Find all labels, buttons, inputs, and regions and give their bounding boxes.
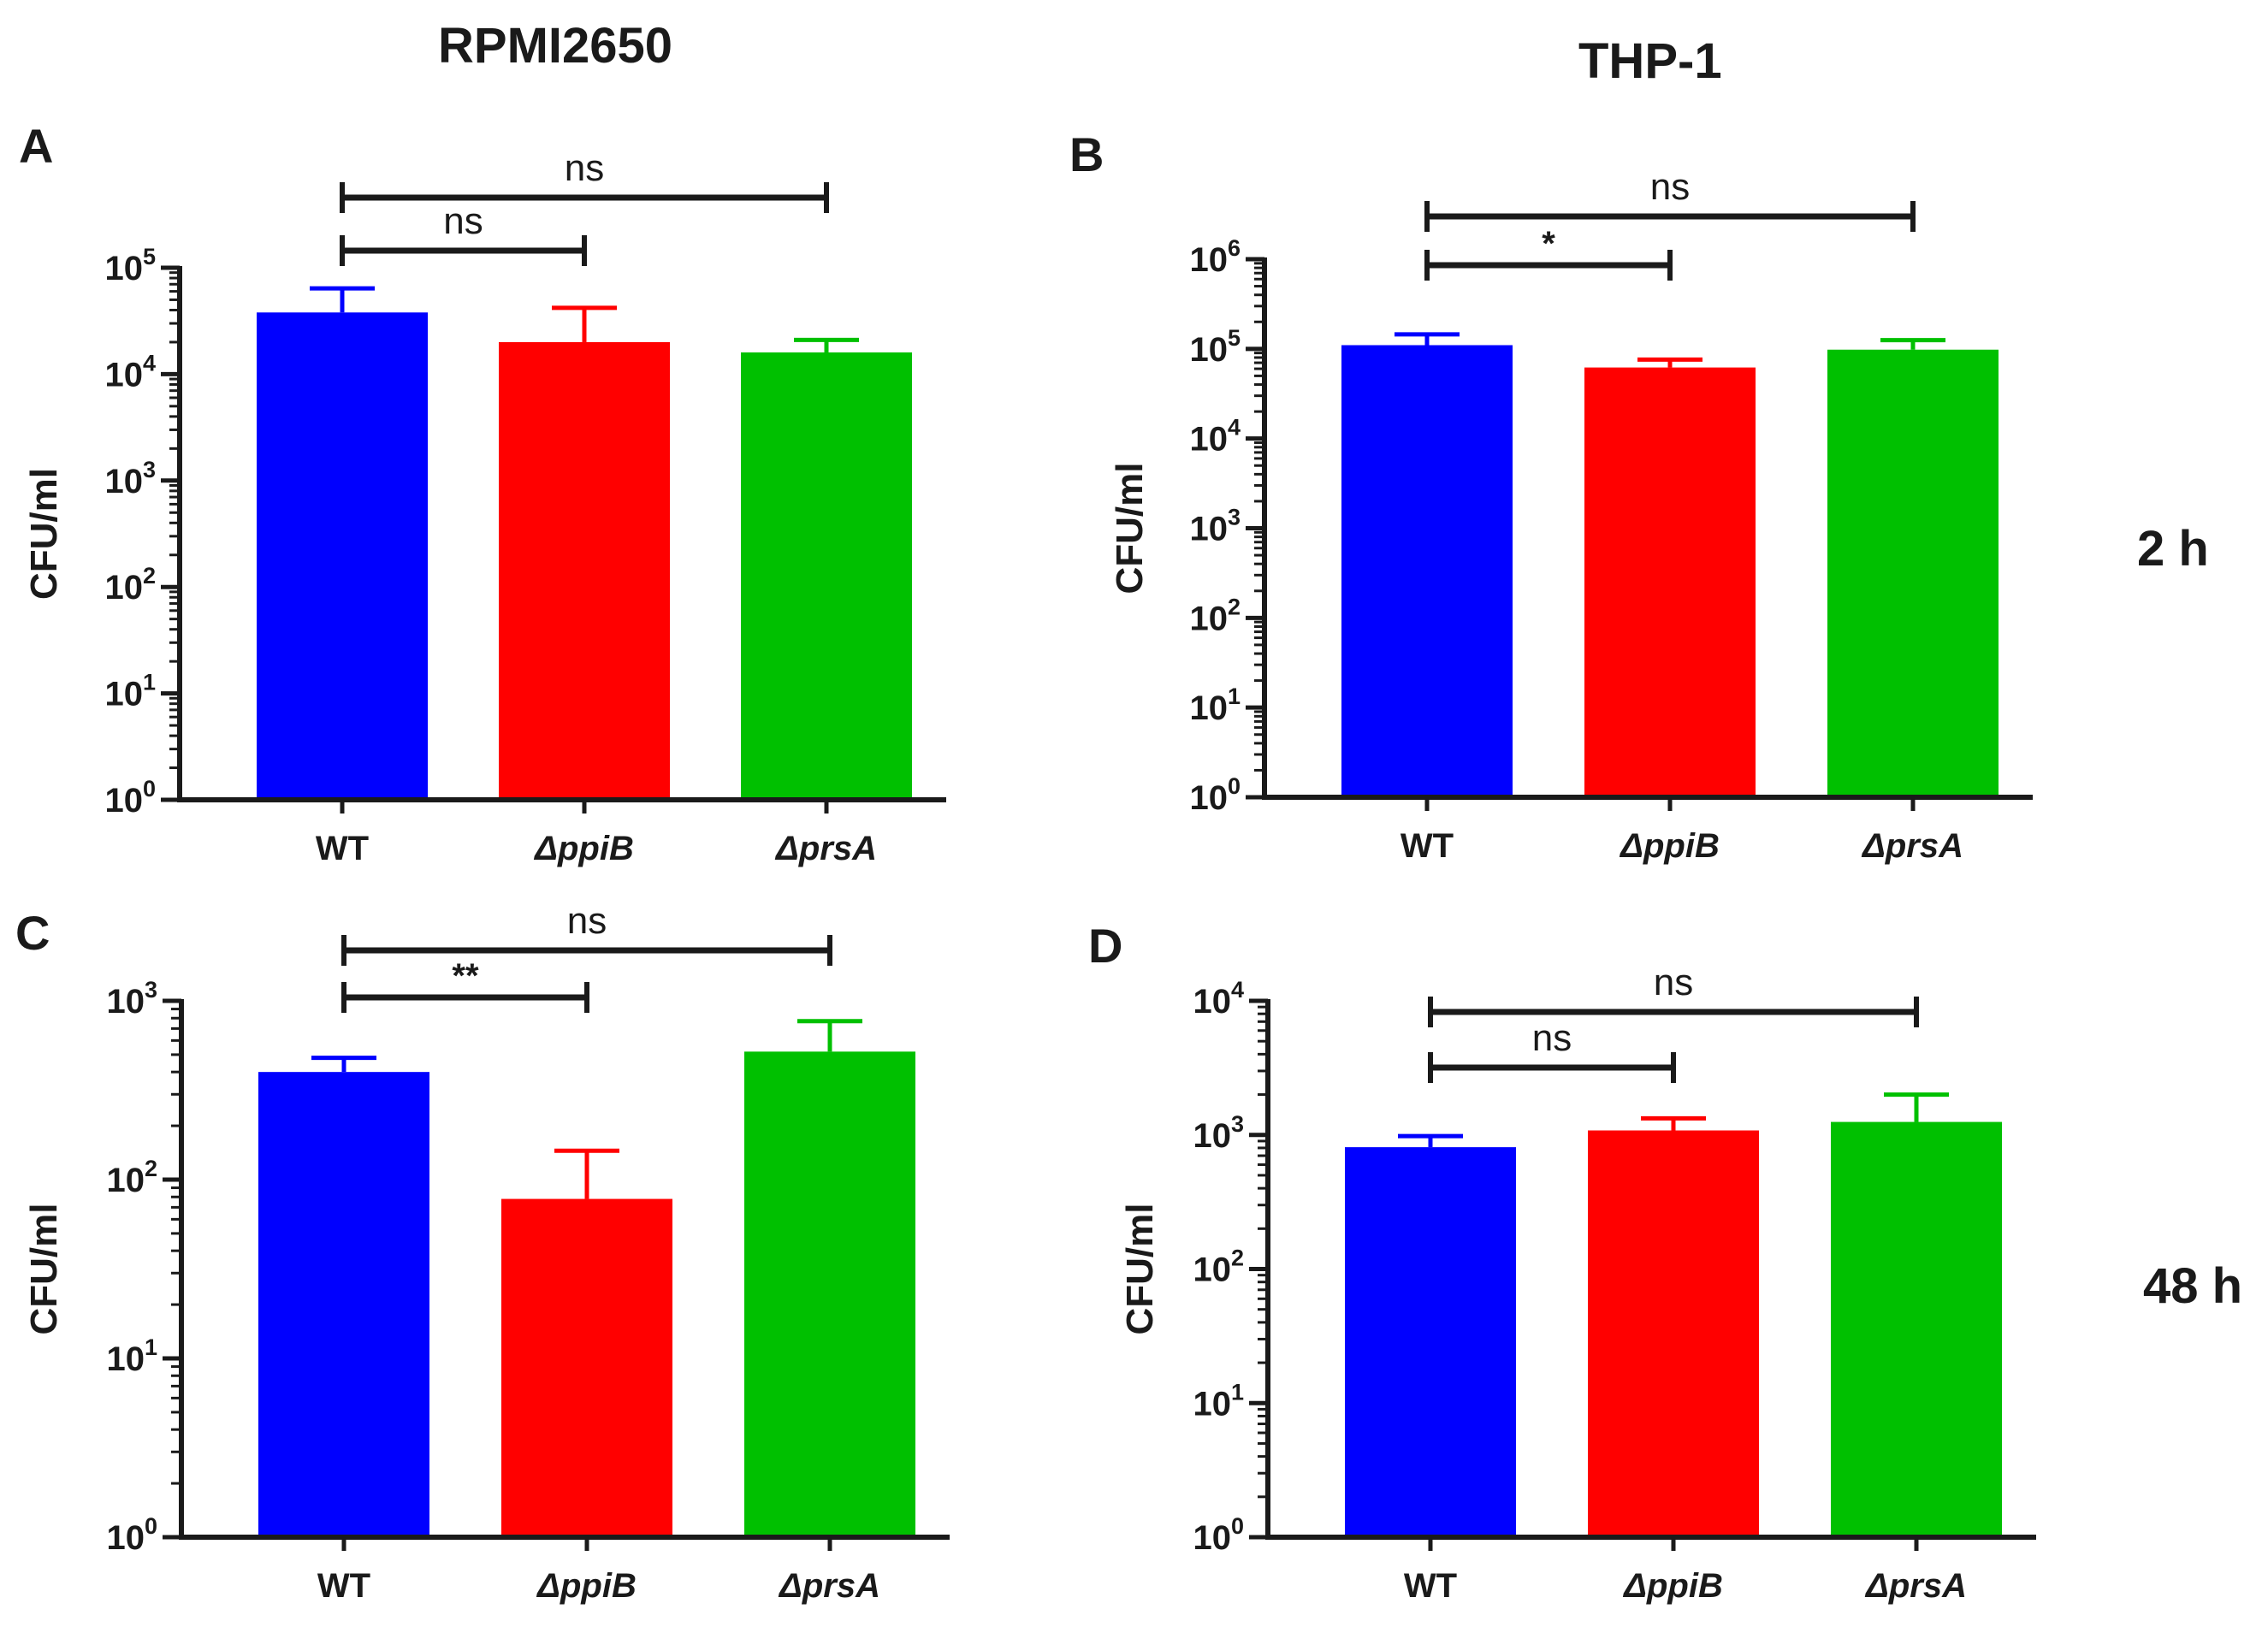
y-tick-label: 106 <box>1189 235 1241 279</box>
y-tick-label: 103 <box>1193 1111 1244 1155</box>
panel-letter: C <box>15 906 50 960</box>
x-tick-label: ΔprsA <box>1864 1567 1967 1605</box>
bar-WT <box>1345 1147 1516 1537</box>
bar-ΔprsA <box>741 352 912 801</box>
panel-letter: B <box>1069 127 1104 181</box>
column-title-rpmi2650: RPMI2650 <box>438 18 673 74</box>
y-tick-label: 100 <box>106 1513 157 1557</box>
y-tick-label: 104 <box>1193 977 1244 1021</box>
y-tick-label: 101 <box>104 670 156 713</box>
x-tick-label: WT <box>317 1567 370 1605</box>
bar-ΔppiB <box>501 1198 672 1537</box>
y-tick-label: 101 <box>106 1334 157 1378</box>
column-title-thp1: THP-1 <box>1578 33 1722 89</box>
bar-WT <box>257 312 428 801</box>
y-axis-label: CFU/ml <box>1119 1204 1161 1335</box>
y-axis-label: CFU/ml <box>23 1204 65 1335</box>
significance-label: ns <box>443 200 483 242</box>
y-tick-label: 100 <box>1189 773 1241 817</box>
significance-label: * <box>1542 225 1555 263</box>
x-tick-label: ΔppiB <box>536 1567 637 1605</box>
y-axis-label: CFU/ml <box>1109 463 1151 595</box>
x-tick-label: ΔppiB <box>1622 1567 1723 1605</box>
y-tick-label: 105 <box>1189 325 1241 369</box>
row-label-2h: 2 h <box>2137 521 2209 577</box>
y-tick-label: 102 <box>104 563 156 606</box>
panel-a: A WT ΔppiB ΔprsA 100 101 102 103 104 105 CFU/ml ns n… <box>19 119 946 867</box>
significance-label: ns <box>565 147 604 189</box>
x-tick-label: WT <box>1400 827 1454 865</box>
significance-label: ns <box>567 900 607 942</box>
y-tick-label: 102 <box>106 1156 157 1199</box>
y-tick-label: 100 <box>104 776 156 819</box>
y-tick-label: 104 <box>104 350 156 393</box>
panel-letter: D <box>1088 919 1122 973</box>
bar-ΔprsA <box>1827 349 1999 797</box>
panel-b: B WT ΔppiB ΔprsA 100 101 102 103 104 105 106 CFU/ml… <box>1069 127 2033 865</box>
y-tick-label: 102 <box>1193 1245 1244 1289</box>
bar-ΔppiB <box>1584 367 1756 797</box>
x-tick-label: ΔprsA <box>778 1567 880 1605</box>
y-tick-label: 103 <box>104 457 156 500</box>
bar-WT <box>1341 345 1513 797</box>
x-tick-label: ΔprsA <box>1861 827 1963 865</box>
significance-label: ns <box>1654 961 1693 1003</box>
y-tick-label: 104 <box>1189 415 1241 459</box>
y-tick-label: 100 <box>1193 1513 1244 1557</box>
x-tick-label: ΔppiB <box>1619 827 1720 865</box>
y-tick-label: 102 <box>1189 594 1241 637</box>
y-tick-label: 103 <box>1189 505 1241 548</box>
bar-ΔppiB <box>1588 1130 1759 1537</box>
significance-label: ** <box>452 957 479 995</box>
panel-c: C WT ΔppiB ΔprsA 100 101 102 103 CFU/ml ** ns <box>15 900 950 1605</box>
x-tick-label: WT <box>316 830 369 867</box>
bar-ΔprsA <box>744 1051 915 1537</box>
significance-label: ns <box>1650 166 1690 208</box>
bar-WT <box>258 1072 429 1537</box>
y-tick-label: 101 <box>1189 683 1241 727</box>
bar-ΔprsA <box>1831 1121 2002 1537</box>
x-tick-label: WT <box>1404 1567 1457 1605</box>
y-tick-label: 105 <box>104 244 156 287</box>
y-tick-label: 103 <box>106 977 157 1021</box>
panel-d: D WT ΔppiB ΔprsA 100 101 102 103 104 CFU/ml ns ns <box>1088 919 2036 1605</box>
row-label-48h: 48 h <box>2143 1258 2243 1314</box>
x-tick-label: ΔppiB <box>533 830 634 867</box>
x-tick-label: ΔprsA <box>774 830 877 867</box>
y-tick-label: 101 <box>1193 1379 1244 1423</box>
y-axis-label: CFU/ml <box>23 468 65 600</box>
panel-letter: A <box>19 119 53 173</box>
bar-ΔppiB <box>499 341 670 800</box>
significance-label: ns <box>1532 1017 1572 1059</box>
